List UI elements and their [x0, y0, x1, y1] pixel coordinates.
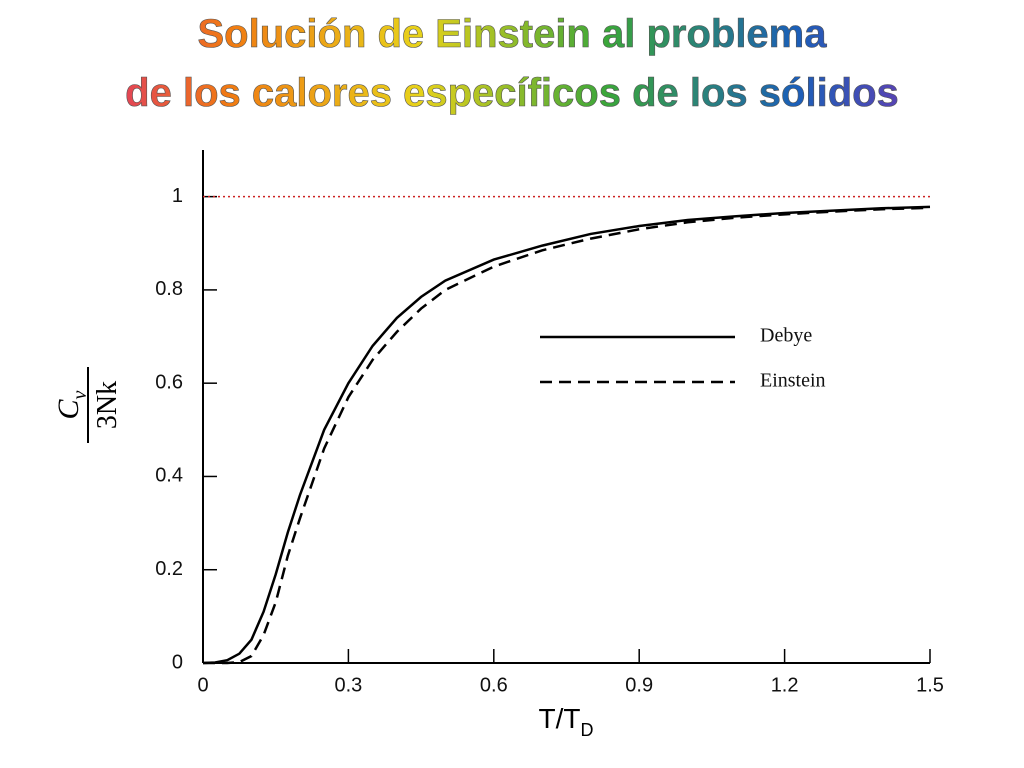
y-tick-label: 0	[172, 651, 183, 673]
y-label-denominator: 3Nk	[92, 381, 123, 429]
x-tick-label: 1.2	[771, 674, 799, 696]
x-label-main: T/T	[539, 703, 581, 734]
legend-label: Einstein	[760, 370, 826, 392]
y-tick-label: 1	[172, 185, 183, 207]
series-line	[202, 205, 931, 665]
legend-label: Debye	[760, 325, 812, 347]
x-tick-label: 1.5	[916, 674, 944, 696]
title-line: Solución de Einstein al problema	[197, 12, 827, 56]
x-tick-label: 0.3	[334, 674, 362, 696]
x-label: T/TD	[539, 703, 594, 740]
y-tick-label: 0.6	[155, 371, 183, 393]
y-tick-label: 0.8	[155, 278, 183, 300]
y-label-numerator: Cv	[52, 390, 91, 419]
y-label: Cv 3Nk	[52, 367, 123, 443]
x-tick-label: 0.6	[480, 674, 508, 696]
y-tick-label: 0.2	[155, 558, 183, 580]
series-line	[203, 206, 931, 665]
title-line: de los calores específicos de los sólido…	[125, 71, 899, 115]
y-label-sub: v	[69, 390, 91, 399]
y-label-main: C	[52, 398, 85, 419]
x-tick-label: 0	[197, 674, 208, 696]
y-tick-label: 0.4	[155, 465, 183, 487]
x-label-sub: D	[581, 720, 594, 740]
x-tick-label: 0.9	[625, 674, 653, 696]
